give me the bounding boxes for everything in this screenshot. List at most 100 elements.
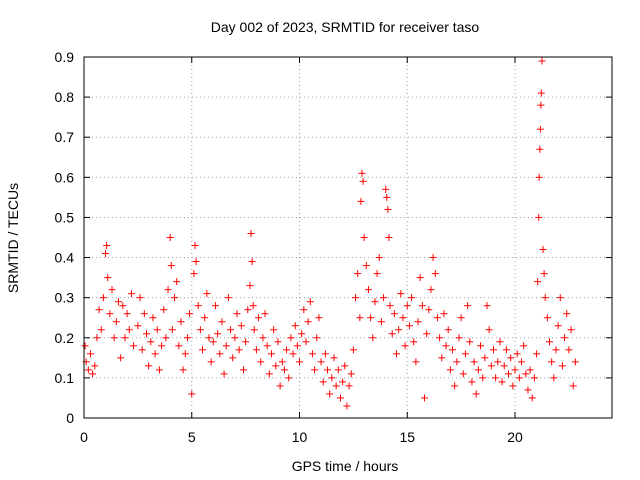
data-point: [537, 101, 545, 109]
data-point: [539, 246, 547, 254]
data-point: [293, 342, 301, 350]
data-point: [369, 334, 377, 342]
data-point: [199, 346, 207, 354]
data-point: [546, 338, 554, 346]
data-point: [104, 274, 112, 282]
data-point: [528, 394, 536, 402]
data-point: [533, 350, 541, 358]
data-point: [308, 350, 316, 358]
data-point: [401, 342, 409, 350]
data-point: [218, 318, 226, 326]
data-point: [162, 334, 170, 342]
data-point: [436, 334, 444, 342]
data-point: [167, 262, 175, 270]
data-point: [433, 314, 441, 322]
data-point: [535, 173, 543, 181]
data-point: [347, 370, 355, 378]
x-tick-label: 0: [80, 429, 88, 445]
data-point: [247, 229, 255, 237]
data-point: [543, 314, 551, 322]
data-point: [190, 270, 198, 278]
data-point: [496, 338, 504, 346]
data-point: [357, 197, 365, 205]
data-point: [410, 338, 418, 346]
data-point: [214, 330, 222, 338]
data-point: [321, 350, 329, 358]
data-point: [418, 302, 426, 310]
data-point: [298, 330, 306, 338]
data-point: [186, 310, 194, 318]
data-points: [81, 57, 579, 410]
data-point: [446, 366, 454, 374]
data-point: [517, 358, 525, 366]
data-point: [127, 290, 135, 298]
data-point: [317, 358, 325, 366]
data-point: [383, 193, 391, 201]
data-point: [336, 394, 344, 402]
data-point: [416, 274, 424, 282]
data-point: [110, 334, 118, 342]
data-point: [540, 270, 548, 278]
data-point: [534, 278, 542, 286]
x-tick-label: 10: [292, 429, 308, 445]
data-point: [203, 290, 211, 298]
data-point: [552, 346, 560, 354]
data-point: [505, 370, 513, 378]
data-point: [457, 314, 465, 322]
data-point: [522, 370, 530, 378]
data-point: [385, 234, 393, 241]
data-point: [449, 346, 457, 354]
data-point: [117, 354, 125, 362]
data-point: [477, 342, 485, 350]
data-point: [359, 177, 367, 185]
data-point: [352, 294, 360, 302]
data-point: [220, 370, 228, 378]
data-point: [326, 390, 334, 398]
data-point: [358, 169, 366, 177]
data-point: [194, 302, 202, 310]
data-point: [487, 362, 495, 370]
data-point: [485, 326, 493, 334]
data-point: [474, 366, 482, 374]
data-point: [97, 326, 105, 334]
data-point: [489, 346, 497, 354]
data-point: [526, 366, 534, 374]
plot-frame: [83, 56, 613, 419]
y-axis-label: SRMTID / TECUs: [5, 183, 21, 293]
data-point: [84, 366, 92, 374]
data-point: [561, 334, 569, 342]
data-point: [442, 342, 450, 350]
y-tick-label: 0: [66, 410, 74, 426]
data-point: [405, 322, 413, 330]
data-point: [155, 366, 163, 374]
data-point: [507, 354, 515, 362]
data-point: [246, 282, 254, 290]
data-point: [397, 290, 405, 298]
data-point: [466, 338, 474, 346]
data-point: [147, 338, 155, 346]
data-point: [134, 322, 142, 330]
data-point: [209, 338, 217, 346]
data-point: [470, 358, 478, 366]
data-point: [106, 310, 114, 318]
data-point: [261, 310, 269, 318]
data-point: [438, 354, 446, 362]
data-point: [453, 358, 461, 366]
data-point: [339, 378, 347, 386]
data-point: [130, 342, 138, 350]
data-point: [136, 294, 144, 302]
data-point: [386, 302, 394, 310]
data-point: [201, 314, 209, 322]
data-point: [423, 330, 431, 338]
data-point: [492, 374, 500, 382]
y-tick-label: 0.2: [55, 330, 75, 346]
data-point: [263, 342, 271, 350]
data-point: [571, 358, 579, 366]
y-tick-label: 0.4: [55, 250, 75, 266]
x-tick-label: 15: [399, 429, 415, 445]
data-point: [89, 370, 97, 378]
data-point: [455, 334, 463, 342]
data-point: [558, 362, 566, 370]
data-point: [242, 338, 250, 346]
